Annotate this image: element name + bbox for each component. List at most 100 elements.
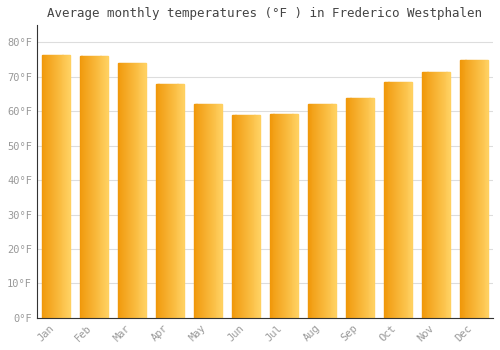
Bar: [136, 63, 138, 318]
Bar: [247, 115, 248, 318]
Bar: [444, 72, 446, 318]
Bar: [158, 84, 160, 318]
Bar: [132, 63, 133, 318]
Bar: [194, 104, 196, 318]
Bar: [234, 115, 236, 318]
Bar: [122, 63, 124, 318]
Bar: [478, 60, 479, 318]
Bar: [384, 82, 386, 318]
Bar: [352, 98, 354, 318]
Bar: [56, 55, 57, 318]
Bar: [102, 56, 104, 318]
Bar: [320, 104, 321, 318]
Bar: [462, 60, 464, 318]
Bar: [95, 56, 96, 318]
Bar: [80, 56, 82, 318]
Bar: [69, 55, 70, 318]
Bar: [92, 56, 93, 318]
Bar: [326, 104, 327, 318]
Bar: [282, 114, 283, 318]
Bar: [91, 56, 92, 318]
Bar: [238, 115, 240, 318]
Bar: [171, 84, 172, 318]
Bar: [208, 104, 209, 318]
Bar: [131, 63, 132, 318]
Bar: [474, 60, 475, 318]
Bar: [236, 115, 238, 318]
Bar: [410, 82, 412, 318]
Bar: [258, 115, 260, 318]
Bar: [480, 60, 482, 318]
Bar: [477, 60, 478, 318]
Bar: [259, 115, 260, 318]
Bar: [404, 82, 406, 318]
Bar: [106, 56, 107, 318]
Bar: [52, 55, 53, 318]
Bar: [316, 104, 317, 318]
Bar: [430, 72, 432, 318]
Bar: [468, 60, 469, 318]
Bar: [57, 55, 58, 318]
Bar: [58, 55, 59, 318]
Bar: [176, 84, 178, 318]
Bar: [479, 60, 480, 318]
Bar: [180, 84, 182, 318]
Bar: [140, 63, 141, 318]
Bar: [245, 115, 246, 318]
Bar: [310, 104, 312, 318]
Bar: [332, 104, 334, 318]
Bar: [98, 56, 100, 318]
Bar: [128, 63, 129, 318]
Bar: [319, 104, 320, 318]
Bar: [241, 115, 242, 318]
Bar: [366, 98, 368, 318]
Bar: [46, 55, 48, 318]
Bar: [318, 104, 319, 318]
Bar: [278, 114, 279, 318]
Bar: [214, 104, 216, 318]
Bar: [51, 55, 52, 318]
Bar: [395, 82, 396, 318]
Bar: [396, 82, 397, 318]
Bar: [321, 104, 322, 318]
Bar: [357, 98, 358, 318]
Bar: [202, 104, 203, 318]
Bar: [90, 56, 91, 318]
Bar: [254, 115, 256, 318]
Bar: [207, 104, 208, 318]
Bar: [183, 84, 184, 318]
Bar: [196, 104, 198, 318]
Bar: [408, 82, 410, 318]
Bar: [424, 72, 426, 318]
Bar: [472, 60, 473, 318]
Bar: [433, 72, 434, 318]
Bar: [437, 72, 438, 318]
Bar: [206, 104, 207, 318]
Bar: [448, 72, 450, 318]
Bar: [460, 60, 461, 318]
Bar: [364, 98, 365, 318]
Bar: [460, 60, 462, 318]
Bar: [165, 84, 166, 318]
Bar: [274, 114, 276, 318]
Bar: [402, 82, 403, 318]
Bar: [330, 104, 332, 318]
Bar: [390, 82, 392, 318]
Bar: [280, 114, 281, 318]
Bar: [167, 84, 168, 318]
Bar: [244, 115, 245, 318]
Bar: [439, 72, 440, 318]
Bar: [246, 115, 247, 318]
Bar: [358, 98, 359, 318]
Bar: [292, 114, 294, 318]
Bar: [145, 63, 146, 318]
Bar: [314, 104, 316, 318]
Bar: [168, 84, 169, 318]
Bar: [290, 114, 292, 318]
Bar: [49, 55, 50, 318]
Bar: [400, 82, 401, 318]
Bar: [118, 63, 120, 318]
Bar: [242, 115, 243, 318]
Bar: [435, 72, 436, 318]
Bar: [178, 84, 180, 318]
